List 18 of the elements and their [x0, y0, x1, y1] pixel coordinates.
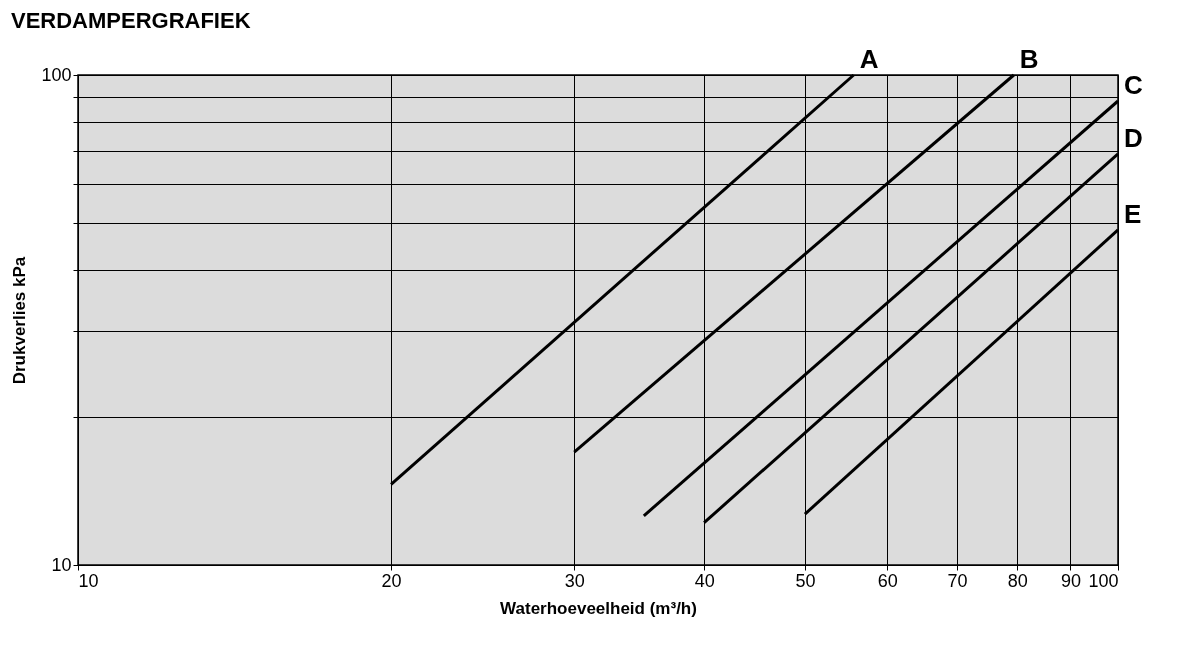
- x-tick-label: 60: [877, 570, 898, 591]
- series-label: D: [1124, 122, 1143, 153]
- x-tick-label: 80: [1007, 570, 1028, 591]
- x-tick-label: 30: [564, 570, 585, 591]
- y-axis-title: Drukverlies kPa: [10, 256, 30, 385]
- series-label: B: [1019, 44, 1039, 74]
- x-tick-label: 70: [947, 570, 968, 591]
- x-tick-label: 20: [381, 570, 402, 591]
- x-tick-label: 40: [694, 570, 715, 591]
- x-tick-label: 50: [795, 570, 816, 591]
- series-label: C: [1124, 70, 1143, 100]
- chart-title: VERDAMPERGRAFIEK: [10, 8, 251, 33]
- series-label: E: [1124, 198, 1142, 229]
- x-tick-label: 100: [1088, 570, 1119, 591]
- x-axis-title: Waterhoeveelheid (m³/h): [500, 598, 697, 618]
- x-tick-label: 10: [78, 570, 99, 591]
- series-label: A: [859, 44, 879, 74]
- x-tick-label: 90: [1060, 570, 1081, 591]
